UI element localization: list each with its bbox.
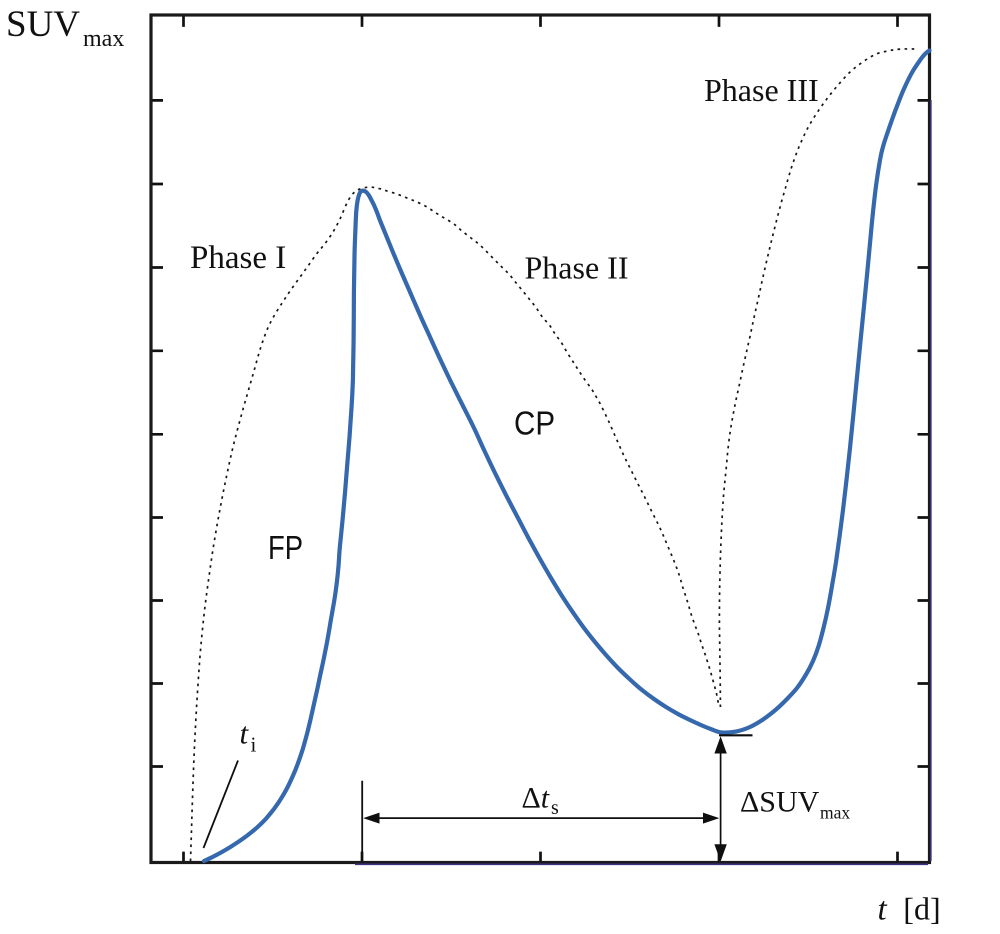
svg-text:Phase II: Phase II [525, 250, 629, 286]
svg-text:SUV: SUV [6, 4, 80, 45]
svg-text:FP: FP [268, 529, 303, 566]
svg-text:ΔSUV: ΔSUV [740, 786, 820, 819]
svg-text:i: i [251, 733, 257, 757]
svg-text:s: s [551, 797, 559, 819]
svg-text:t: t [878, 892, 888, 928]
svg-text:Δt: Δt [522, 782, 550, 815]
svg-text:max: max [83, 26, 124, 52]
svg-text:CP: CP [514, 405, 555, 442]
svg-text:[d]: [d] [903, 891, 940, 927]
svg-text:t: t [240, 716, 250, 751]
svg-text:max: max [820, 803, 850, 823]
svg-text:Phase III: Phase III [704, 72, 819, 108]
svg-text:Phase I: Phase I [190, 240, 286, 276]
